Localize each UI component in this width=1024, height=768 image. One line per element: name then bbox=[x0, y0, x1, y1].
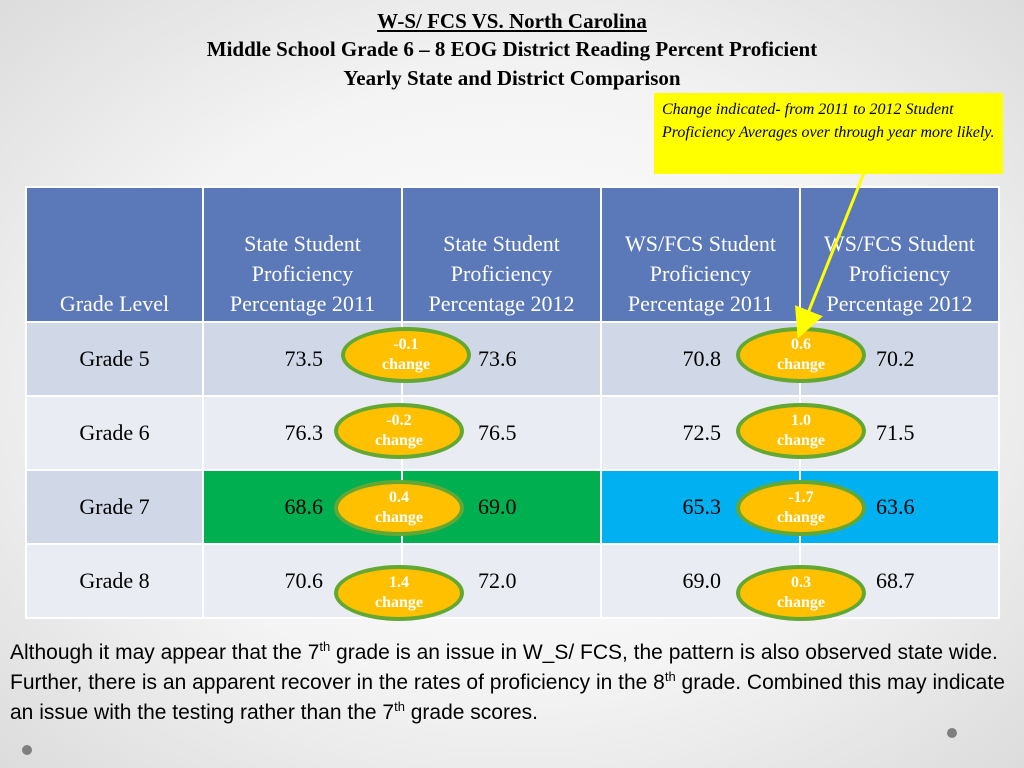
header-district-2012: WS/FCS Student Proficiency Percentage 20… bbox=[799, 186, 1000, 323]
change-value: 0.6 bbox=[791, 336, 811, 353]
change-label: change bbox=[375, 594, 423, 611]
change-label: change bbox=[777, 432, 825, 449]
state-change-oval: 1.4 change bbox=[334, 565, 464, 621]
ordinal-suffix: th bbox=[394, 699, 405, 714]
ordinal-suffix: th bbox=[664, 669, 676, 684]
slide-dot bbox=[22, 745, 32, 755]
grade-cell: Grade 8 bbox=[25, 543, 204, 619]
change-value: 1.4 bbox=[389, 574, 409, 591]
header-state-2012: State Student Proficiency Percentage 201… bbox=[401, 186, 602, 323]
state-2012-cell: 69.0 bbox=[401, 469, 602, 545]
change-value: -0.1 bbox=[393, 336, 419, 353]
grade-cell: Grade 5 bbox=[25, 321, 204, 397]
district-change-oval: 0.3 change bbox=[736, 565, 866, 621]
district-change-oval: 1.0 change bbox=[736, 403, 866, 459]
change-label: change bbox=[382, 356, 430, 373]
state-change-oval: -0.1 change bbox=[341, 327, 471, 383]
change-label: change bbox=[777, 509, 825, 526]
grade-cell: Grade 6 bbox=[25, 395, 204, 471]
state-change-oval: -0.2 change bbox=[334, 403, 464, 459]
slide-subtitle: Middle School Grade 6 – 8 EOG District R… bbox=[206, 37, 818, 61]
header-district-2011: WS/FCS Student Proficiency Percentage 20… bbox=[600, 186, 801, 323]
change-label: change bbox=[375, 509, 423, 526]
slide-dot bbox=[947, 728, 957, 738]
change-value: -0.2 bbox=[386, 412, 412, 429]
change-label: change bbox=[375, 432, 423, 449]
body-text-4: grade scores. bbox=[404, 701, 538, 724]
body-text-1: Although it may appear that the 7 bbox=[10, 641, 320, 664]
change-label: change bbox=[777, 356, 825, 373]
proficiency-table: Grade Level State Student Proficiency Pe… bbox=[25, 186, 1000, 619]
district-2011-cell: 72.5 bbox=[600, 395, 801, 471]
district-change-oval: -1.7 change bbox=[736, 480, 866, 536]
change-value: 1.0 bbox=[791, 412, 811, 429]
district-change-oval: 0.6 change bbox=[736, 327, 866, 383]
change-value: -1.7 bbox=[788, 489, 814, 506]
change-value: 0.3 bbox=[791, 574, 811, 591]
ordinal-suffix: th bbox=[319, 639, 331, 654]
slide-subtitle-2: Yearly State and District Comparison bbox=[343, 66, 681, 90]
change-value: 0.4 bbox=[389, 489, 409, 506]
explanation-paragraph: Although it may appear that the 7th grad… bbox=[10, 638, 1010, 728]
body-text-2: grade is an issue in W_S/ FCS, the patte… bbox=[10, 641, 998, 694]
change-label: change bbox=[777, 594, 825, 611]
grade-cell: Grade 7 bbox=[25, 469, 204, 545]
state-change-oval: 0.4 change bbox=[334, 480, 464, 536]
header-grade-level: Grade Level bbox=[25, 186, 204, 323]
change-callout: Change indicated- from 2011 to 2012 Stud… bbox=[654, 93, 1003, 174]
header-state-2011: State Student Proficiency Percentage 201… bbox=[202, 186, 403, 323]
body-text-3: grade. Combined this may indicate an iss… bbox=[10, 671, 1005, 724]
slide-title: W-S/ FCS VS. North Carolina bbox=[377, 9, 647, 33]
district-2011-cell: 69.0 bbox=[600, 543, 801, 619]
